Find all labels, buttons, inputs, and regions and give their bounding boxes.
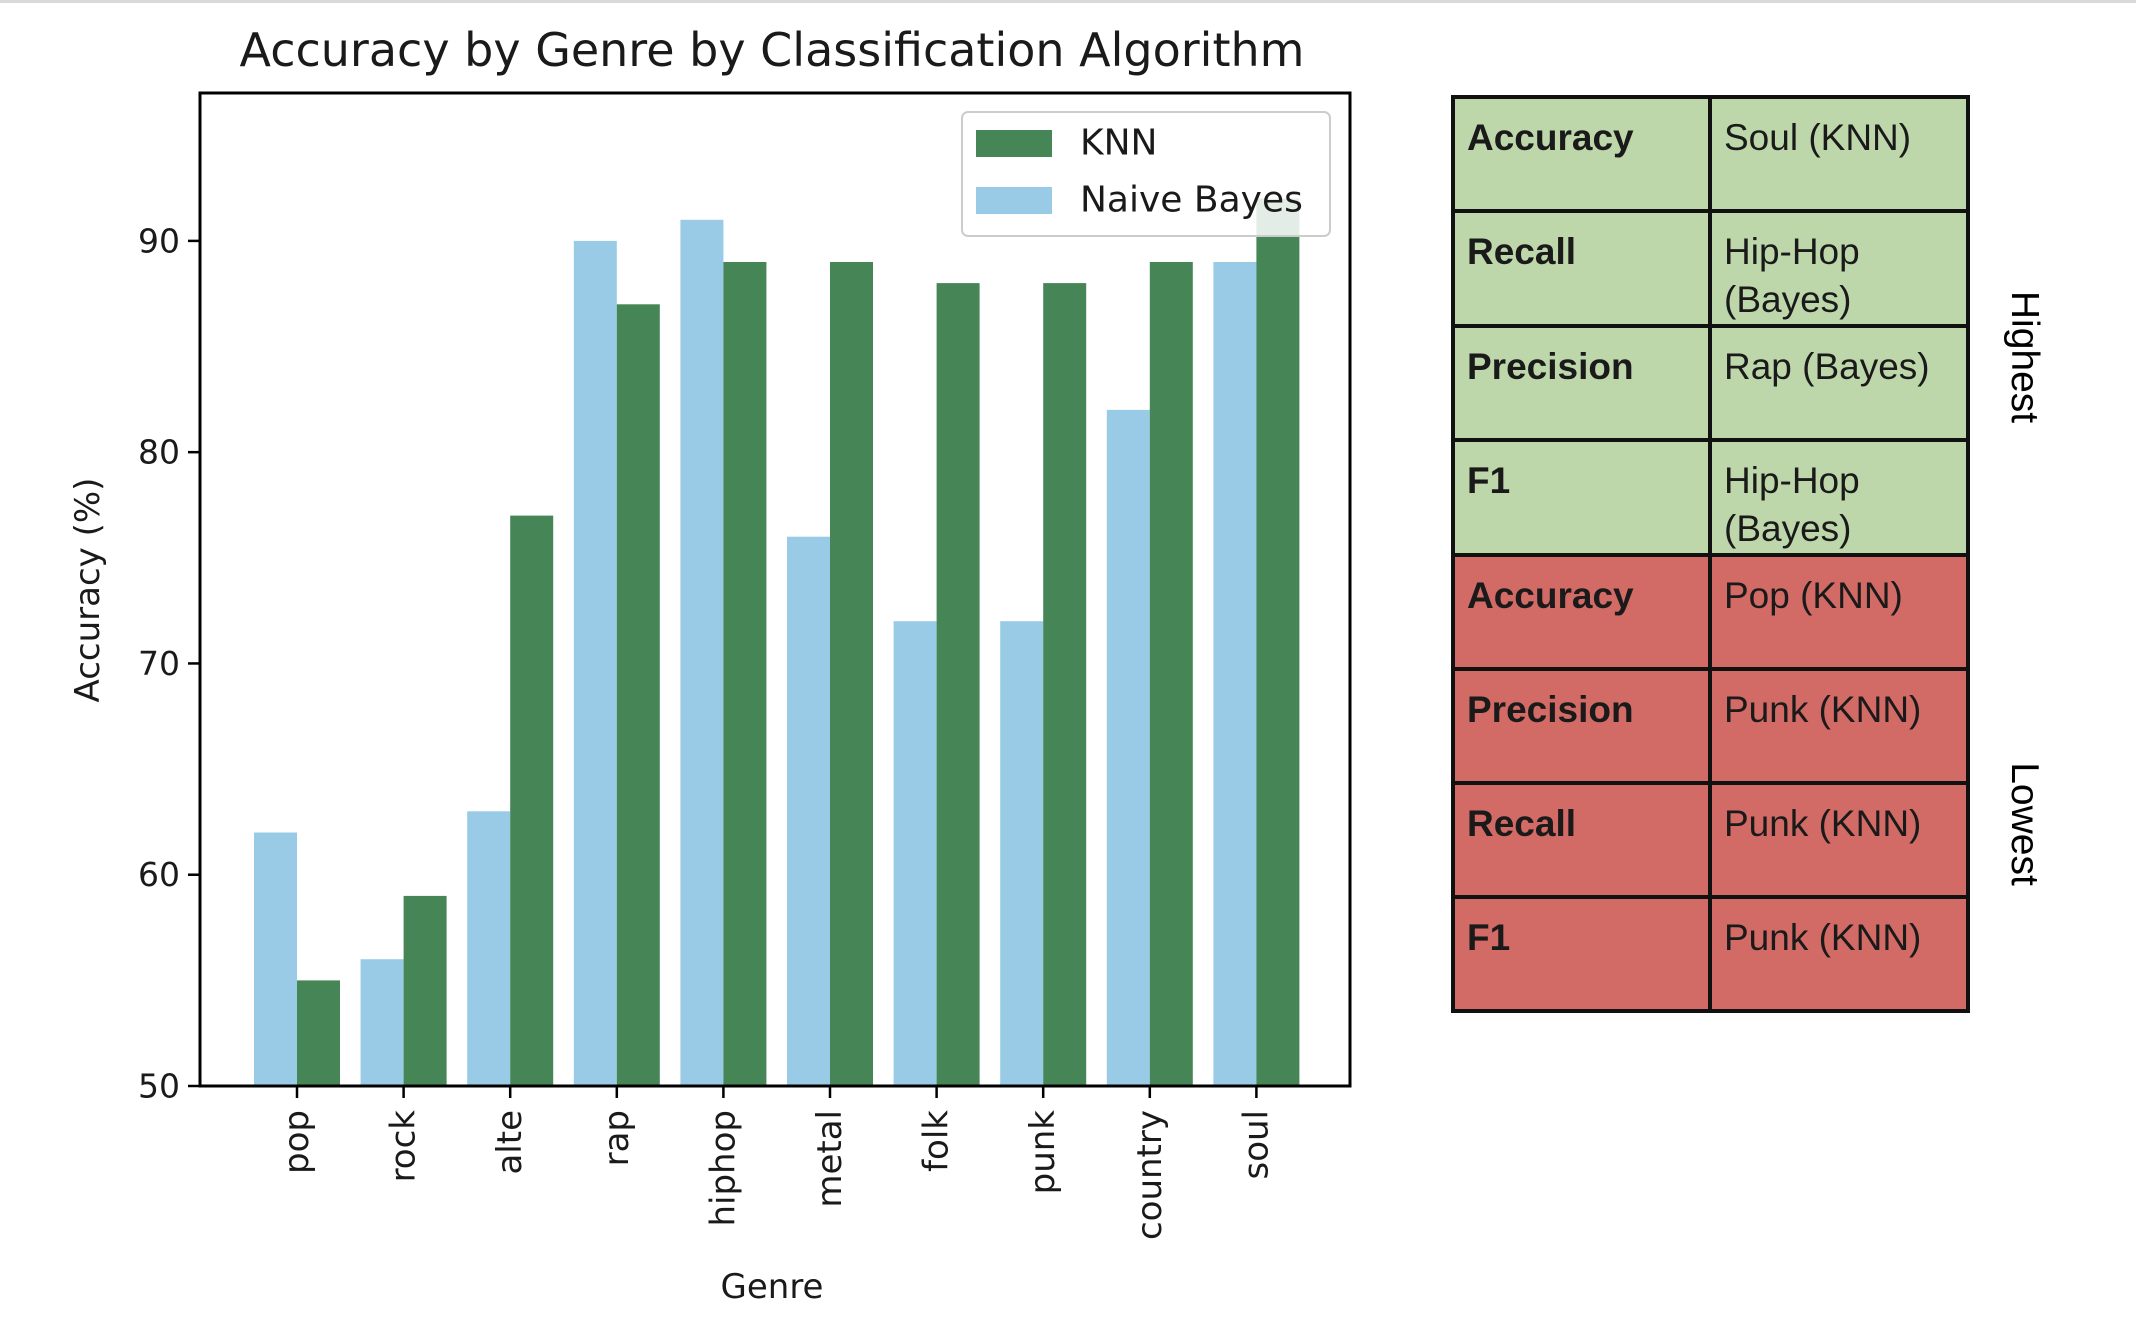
bar-knn-metal [830,262,873,1086]
bar-naive-bayes-rock [360,959,404,1086]
bar-knn-rap [616,304,660,1086]
value-cell: Soul (KNN) [1708,95,1970,213]
value-cell: Pop (KNN) [1708,553,1970,671]
legend-swatch-naive-bayes [976,187,1052,214]
bar-knn-folk [936,283,980,1087]
legend-label: KNN [1080,123,1157,164]
metric-cell: Accuracy [1451,95,1712,213]
bar-knn-pop [297,980,340,1086]
legend: KNN Naive Bayes [961,111,1331,237]
table-row-lowest: Accuracy Pop (KNN) [1451,553,1970,671]
x-tick-label: soul [1236,1110,1276,1180]
x-tick-label: pop [277,1110,317,1174]
value-cell: Hip-Hop (Bayes) [1708,209,1970,328]
value-cell: Hip-Hop (Bayes) [1708,438,1970,557]
y-tick-label: 90 [138,221,180,260]
bar-naive-bayes-soul [1213,262,1257,1086]
legend-box [961,111,1331,237]
table-row-highest: Recall Hip-Hop (Bayes) [1451,209,1970,328]
metric-cell: Precision [1451,324,1712,442]
x-tick-label: folk [917,1110,957,1172]
bar-naive-bayes-metal [787,536,830,1086]
metric-cell: Recall [1451,781,1712,899]
axis-ticks: pop rock alte rap hiphop metal folk punk country… [138,221,1276,1240]
x-axis-label: Genre [721,1267,824,1307]
bars-layer [254,198,1300,1087]
bar-naive-bayes-hiphop [680,219,724,1087]
bar-chart: pop rock alte rap hiphop metal folk punk country… [68,23,1352,1307]
legend-label: Naive Bayes [1080,180,1303,221]
table-row-lowest: F1 Punk (KNN) [1451,895,1970,1013]
metric-cell: Recall [1451,209,1712,328]
lowest-label: Lowest [2003,762,2046,886]
metric-cell: F1 [1451,438,1712,557]
table-row-highest: Accuracy Soul (KNN) [1451,95,1970,213]
chart-title: Accuracy by Genre by Classification Algo… [240,23,1305,77]
bar-naive-bayes-country [1106,409,1150,1086]
x-tick-label: punk [1023,1110,1063,1195]
table-row-lowest: Recall Punk (KNN) [1451,781,1970,899]
metric-cell: Accuracy [1451,553,1712,671]
y-tick-label: 50 [138,1067,180,1106]
x-tick-label: metal [810,1110,850,1208]
bar-knn-alte [510,515,554,1086]
metric-cell: F1 [1451,895,1712,1013]
bar-knn-country [1149,262,1193,1086]
bar-knn-hiphop [723,262,767,1086]
bar-knn-punk [1043,283,1087,1087]
table-row-highest: Precision Rap (Bayes) [1451,324,1970,442]
y-tick-label: 70 [138,644,180,683]
table-row-lowest: Precision Punk (KNN) [1451,667,1970,785]
y-tick-label: 60 [138,855,180,894]
bar-knn-soul [1256,198,1300,1087]
table-row-highest: F1 Hip-Hop (Bayes) [1451,438,1970,557]
legend-swatch-knn [976,130,1052,157]
summary-table-body: Accuracy Soul (KNN) Recall Hip-Hop (Bayes) P… [1451,95,1970,1013]
bar-naive-bayes-folk [893,621,937,1086]
x-tick-label: alte [490,1110,530,1175]
value-cell: Punk (KNN) [1708,781,1970,899]
bar-naive-bayes-rap [573,240,617,1086]
summary-table: Accuracy Soul (KNN) Recall Hip-Hop (Bayes) P… [1451,95,1970,1013]
bar-naive-bayes-pop [254,832,297,1086]
bar-knn-rock [403,895,447,1086]
y-axis-label: Accuracy (%) [68,478,108,703]
value-cell: Punk (KNN) [1708,667,1970,785]
top-border [0,0,2136,3]
x-tick-label: hiphop [703,1110,743,1227]
x-tick-label: rock [384,1110,424,1183]
x-tick-label: rap [597,1110,637,1166]
y-tick-label: 80 [138,433,180,472]
metric-cell: Precision [1451,667,1712,785]
value-cell: Punk (KNN) [1708,895,1970,1013]
bar-naive-bayes-punk [1000,621,1044,1086]
highest-label: Highest [2003,290,2046,424]
x-tick-label: country [1130,1110,1170,1240]
bar-naive-bayes-alte [467,811,511,1086]
value-cell: Rap (Bayes) [1708,324,1970,442]
plot-frame [198,91,1352,1088]
